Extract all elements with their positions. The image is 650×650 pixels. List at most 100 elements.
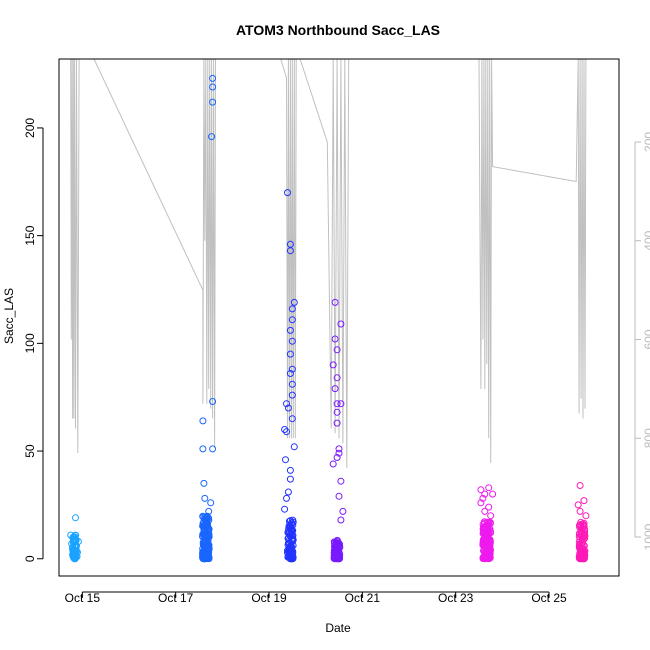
chart-title: ATOM3 Northbound Sacc_LAS	[236, 22, 440, 38]
right-tick-label: 600	[642, 329, 650, 349]
data-point	[73, 542, 80, 550]
data-point	[486, 519, 494, 527]
data-point	[577, 518, 585, 526]
data-point	[286, 370, 294, 377]
right-tick-label: 400	[642, 230, 650, 250]
data-point	[205, 546, 213, 554]
data-point	[205, 507, 213, 515]
x-tick-label: Oct 15	[65, 591, 101, 605]
data-point	[481, 507, 489, 515]
data-point	[200, 542, 208, 550]
data-point	[485, 503, 493, 511]
data-point	[333, 454, 341, 461]
data-point	[577, 521, 585, 529]
data-point	[337, 477, 345, 485]
data-point	[485, 484, 493, 492]
data-point	[209, 98, 217, 106]
data-point	[489, 490, 497, 498]
data-point	[205, 526, 213, 534]
data-point	[73, 553, 81, 561]
data-point	[72, 514, 79, 522]
data-point	[581, 532, 589, 540]
y-tick-label: 100	[23, 333, 37, 353]
data-point	[337, 516, 345, 524]
data-point	[481, 528, 489, 536]
data-point	[284, 189, 291, 197]
data-point	[331, 335, 339, 343]
data-point	[479, 521, 487, 528]
right-tick-label: 200	[642, 132, 650, 152]
data-point	[205, 514, 213, 522]
data-point	[582, 512, 590, 520]
data-point	[283, 400, 290, 408]
data-point	[579, 554, 587, 562]
data-point	[289, 521, 297, 529]
data-point	[286, 326, 294, 334]
data-point	[574, 501, 582, 509]
data-point	[281, 505, 289, 513]
data-point	[479, 494, 487, 502]
y-tick-label: 200	[23, 118, 37, 138]
data-point	[333, 419, 341, 427]
data-point	[481, 490, 489, 498]
data-point	[288, 337, 296, 345]
data-point	[486, 528, 494, 536]
data-point	[331, 385, 339, 393]
data-point	[284, 541, 292, 549]
data-point	[203, 530, 210, 538]
scatter-points	[67, 74, 590, 563]
y-tick-label: 50	[23, 444, 37, 458]
data-point	[281, 426, 289, 433]
data-point	[286, 247, 294, 255]
data-point	[577, 528, 585, 536]
data-point	[290, 443, 298, 451]
data-point	[284, 488, 292, 496]
data-point	[337, 320, 345, 328]
x-tick-label: Oct 19	[251, 591, 287, 605]
data-point	[477, 499, 485, 507]
data-point	[201, 494, 209, 502]
data-point	[335, 449, 343, 457]
y-tick-label: 0	[23, 555, 37, 562]
data-point	[480, 544, 488, 552]
data-point	[576, 507, 584, 515]
data-point	[337, 400, 345, 408]
data-point	[71, 551, 79, 558]
data-point	[482, 549, 490, 557]
data-point	[477, 486, 485, 494]
data-point	[329, 460, 337, 468]
data-point	[199, 445, 207, 453]
data-point	[333, 346, 341, 354]
data-point	[200, 479, 208, 487]
plot-frame	[58, 58, 620, 577]
data-point	[207, 499, 215, 507]
x-tick-label: Oct 21	[345, 591, 381, 605]
data-point	[487, 512, 495, 520]
data-point	[485, 524, 493, 532]
data-point	[339, 507, 347, 515]
data-point	[286, 466, 294, 474]
data-point	[74, 538, 82, 545]
data-point	[576, 482, 584, 489]
data-point	[486, 539, 494, 547]
data-point	[329, 361, 337, 369]
data-point	[335, 492, 343, 500]
data-point	[286, 475, 294, 483]
data-point	[69, 533, 77, 541]
data-point	[333, 408, 341, 416]
data-point	[199, 417, 207, 425]
line-series	[70, 58, 587, 468]
axes: 0 50 100 150 200 Oct 15 Oct 17 Oct 19 Oct 21 Oct …	[23, 118, 650, 605]
data-point	[208, 133, 216, 141]
data-point	[286, 547, 294, 555]
data-point	[199, 523, 207, 531]
x-tick-label: Oct 17	[158, 591, 194, 605]
x-axis-label: Date	[325, 621, 351, 635]
data-point	[332, 539, 340, 546]
data-point	[480, 524, 488, 532]
data-point	[333, 374, 341, 382]
right-tick-label: 800	[642, 428, 650, 448]
data-point	[204, 533, 212, 541]
data-point	[335, 445, 343, 453]
data-point	[288, 415, 296, 423]
